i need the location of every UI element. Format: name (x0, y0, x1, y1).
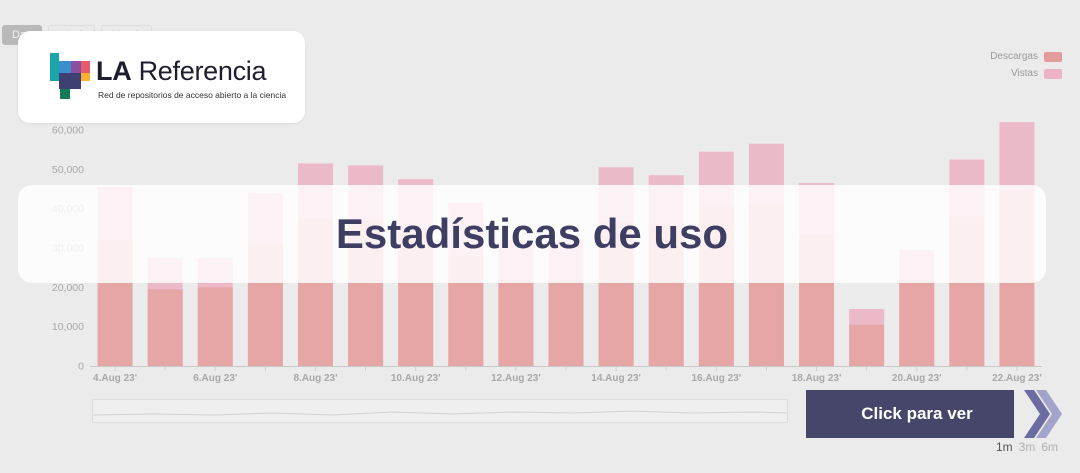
banner: Estadísticas de uso (18, 185, 1046, 283)
zoom-1m[interactable]: 1m (996, 440, 1013, 454)
legend-item-descargas[interactable]: Descargas (990, 48, 1062, 65)
legend-swatch-descargas (1044, 52, 1062, 62)
bar-descargas-17 (899, 279, 934, 366)
banner-title: Estadísticas de uso (18, 185, 1046, 283)
bar-descargas-10 (549, 279, 584, 366)
la-referencia-logo: LA Referencia Red de repositorios de acc… (18, 31, 305, 123)
x-tick-label: 18.Aug 23' (792, 373, 842, 384)
click-para-ver-button[interactable]: Click para ver (806, 390, 1014, 438)
y-tick-label: 50,000 (52, 164, 84, 176)
x-tick-label: 14.Aug 23' (591, 373, 641, 384)
zoom-options: 1m 3m 6m (996, 440, 1058, 454)
logo-title: LA Referencia (96, 56, 266, 87)
la-referencia-mark-icon (50, 53, 90, 103)
zoom-3m[interactable]: 3m (1019, 440, 1036, 454)
y-tick-label: 60,000 (52, 125, 84, 137)
zoom-6m[interactable]: 6m (1041, 440, 1058, 454)
x-tick-label: 16.Aug 23' (692, 373, 742, 384)
bar-descargas-2 (148, 289, 183, 366)
y-tick-label: 20,000 (52, 282, 84, 294)
x-tick-label: 4.Aug 23' (93, 373, 137, 384)
x-tick-label: 12.Aug 23' (491, 373, 541, 384)
x-tick-label: 6.Aug 23' (193, 373, 237, 384)
logo-subtitle: Red de repositorios de acceso abierto a … (98, 90, 286, 100)
x-tick-label: 8.Aug 23' (293, 373, 337, 384)
x-tick-label: 10.Aug 23' (391, 373, 441, 384)
y-tick-label: 0 (78, 361, 84, 373)
bar-descargas-3 (198, 287, 233, 366)
cta-label: Click para ver (806, 390, 1028, 438)
y-tick-label: 10,000 (52, 321, 84, 333)
x-tick-label: 20.Aug 23' (892, 373, 942, 384)
bar-descargas-9 (498, 279, 533, 366)
legend-label-vistas: Vistas (1011, 68, 1038, 79)
legend-item-vistas[interactable]: Vistas (990, 65, 1062, 82)
bar-descargas-16 (849, 325, 884, 366)
x-tick-label: 22.Aug 23' (992, 373, 1042, 384)
chart-navigator[interactable] (92, 399, 788, 423)
legend-swatch-vistas (1044, 69, 1062, 79)
chart-legend: Descargas Vistas (990, 48, 1062, 82)
legend-label-descargas: Descargas (990, 51, 1038, 62)
navigator-sparkline (93, 400, 787, 422)
